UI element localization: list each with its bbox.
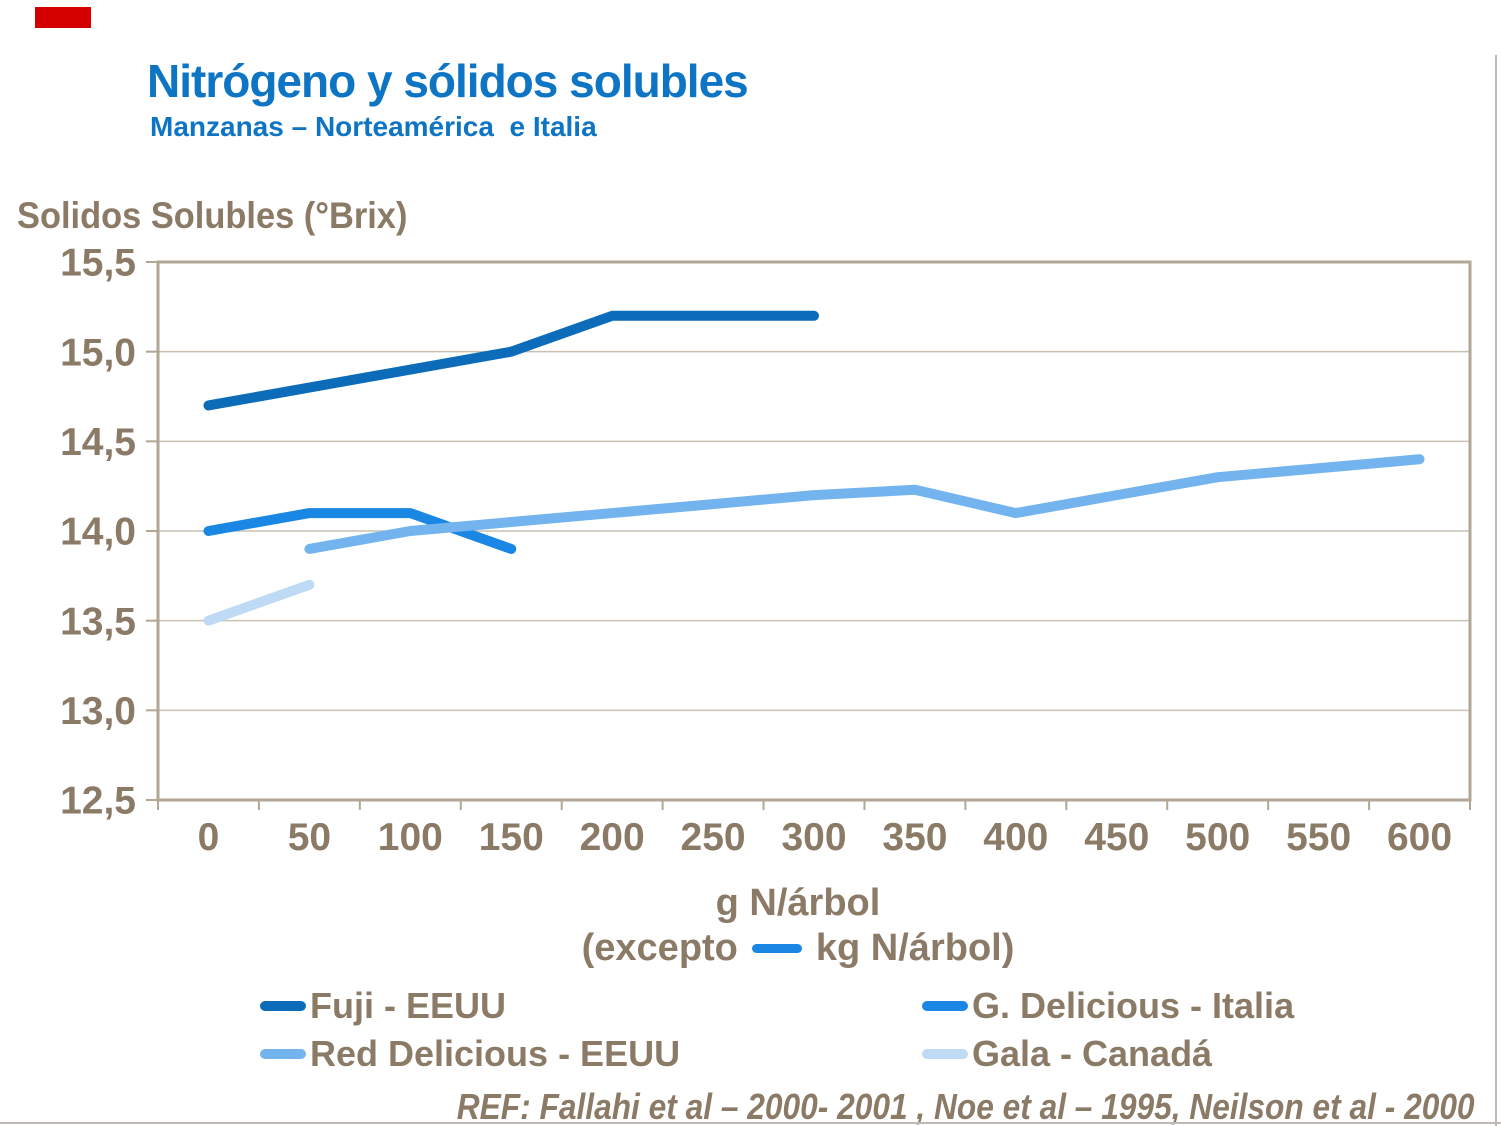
legend-label-gala: Gala - Canadá bbox=[972, 1032, 1213, 1074]
x-tick-label: 50 bbox=[288, 816, 331, 859]
y-tick-label: 14,5 bbox=[60, 421, 136, 464]
x-axis-note: (excepto kg N/árbol) bbox=[158, 927, 1438, 970]
legend-item-gala: Gala - Canadá bbox=[922, 1031, 1294, 1076]
x-axis-title: g N/árbol bbox=[715, 882, 881, 924]
red-accent-bar bbox=[35, 7, 91, 28]
page-subtitle: Manzanas – Norteamérica e Italia bbox=[150, 111, 597, 142]
blue-line-sample-icon bbox=[751, 944, 802, 953]
y-tick-label: 15,0 bbox=[60, 331, 136, 374]
legend-label-fuji: Fuji - EEUU bbox=[310, 984, 506, 1026]
x-tick-label: 250 bbox=[681, 816, 746, 859]
legend-item-fuji: Fuji - EEUU bbox=[260, 983, 922, 1028]
y-tick-label: 15,5 bbox=[60, 242, 136, 285]
series-line-fuji-eeuu bbox=[203, 310, 819, 411]
series-line-gala-canad bbox=[203, 579, 315, 626]
legend-item-red-delicious: Red Delicious - EEUU bbox=[260, 1031, 922, 1076]
x-tick-label: 500 bbox=[1185, 816, 1250, 859]
x-tick-label: 450 bbox=[1084, 816, 1149, 859]
x-tick-label: 200 bbox=[580, 816, 645, 859]
series-line-red-delicious-eeuu bbox=[304, 454, 1425, 554]
x-tick-label: 150 bbox=[479, 816, 544, 859]
x-axis-note-suffix: kg N/árbol) bbox=[815, 927, 1015, 969]
reference-text: REF: Fallahi et al – 2000- 2001 , Noe et… bbox=[457, 1086, 1475, 1126]
x-tick-label: 600 bbox=[1387, 816, 1452, 859]
legend-swatch-gala-icon bbox=[922, 1048, 968, 1059]
y-tick-label: 12,5 bbox=[60, 780, 136, 823]
x-tick-label: 0 bbox=[198, 816, 220, 859]
y-axis-title: Solidos Solubles (°Brix) bbox=[17, 195, 408, 236]
x-axis-note-prefix: (excepto bbox=[581, 927, 738, 969]
y-tick-label: 13,5 bbox=[60, 600, 136, 643]
legend-label-g-delicious: G. Delicious - Italia bbox=[972, 984, 1295, 1026]
legend-swatch-g-delicious-icon bbox=[922, 1000, 968, 1011]
x-tick-label: 400 bbox=[983, 816, 1048, 859]
legend-swatch-red-delicious-icon bbox=[260, 1048, 306, 1059]
slide-bottom-edge-line bbox=[0, 1122, 1501, 1124]
y-tick-label: 13,0 bbox=[60, 690, 136, 733]
page-title: Nitrógeno y sólidos solubles bbox=[147, 55, 749, 107]
legend-label-red-delicious: Red Delicious - EEUU bbox=[310, 1032, 681, 1074]
x-tick-label: 100 bbox=[378, 816, 443, 859]
slide-right-edge-line bbox=[1495, 55, 1497, 1126]
legend-item-g-delicious: G. Delicious - Italia bbox=[922, 983, 1294, 1028]
legend-swatch-fuji-icon bbox=[260, 1000, 306, 1011]
chart-legend: Fuji - EEUU G. Delicious - Italia Red De… bbox=[260, 983, 1294, 1076]
x-tick-label: 550 bbox=[1286, 816, 1351, 859]
y-tick-label: 14,0 bbox=[60, 511, 136, 554]
x-tick-label: 350 bbox=[882, 816, 947, 859]
x-tick-label: 300 bbox=[781, 816, 846, 859]
